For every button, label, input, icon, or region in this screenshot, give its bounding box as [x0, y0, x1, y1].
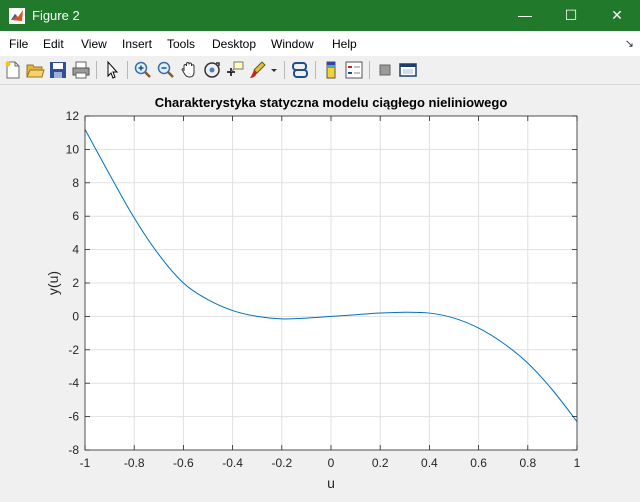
minimize-icon: —: [518, 7, 532, 23]
y-tick-label: -2: [68, 343, 79, 357]
legend-icon[interactable]: [344, 60, 364, 80]
link-plot-icon[interactable]: [290, 60, 310, 80]
y-tick-label: 8: [72, 176, 79, 190]
y-tick-label: 2: [72, 276, 79, 290]
y-axis-label: y(u): [45, 271, 61, 295]
series-group: [84, 129, 578, 422]
menu-tools[interactable]: Tools: [167, 37, 196, 51]
print-icon[interactable]: [71, 60, 91, 80]
x-axis-label: u: [327, 475, 335, 491]
dock-arrow-icon[interactable]: ↘: [624, 38, 634, 50]
colorbar-icon[interactable]: [321, 60, 341, 80]
y-tick-label: -4: [68, 376, 79, 390]
save-icon[interactable]: [48, 60, 68, 80]
brush-icon[interactable]: [248, 60, 268, 80]
toolbar-separator: [284, 61, 285, 79]
matlab-logo-icon: [9, 8, 25, 24]
close-button[interactable]: ✕: [594, 0, 640, 31]
menu-help[interactable]: Help: [332, 37, 357, 51]
chevron-down-icon[interactable]: [268, 60, 280, 80]
window-titlebar[interactable]: Figure 2 — ☐ ✕: [0, 0, 640, 31]
series-line[interactable]: [84, 129, 578, 422]
chart-title: Charakterystyka statyczna modelu ciągłeg…: [155, 95, 508, 110]
toolbar-separator: [96, 61, 97, 79]
x-tick-label: 0.2: [372, 456, 389, 470]
y-tick-label: -8: [68, 443, 79, 457]
y-tick-label: 4: [72, 243, 79, 257]
open-file-icon[interactable]: [25, 60, 45, 80]
zoom-in-icon[interactable]: [133, 60, 153, 80]
menu-edit[interactable]: Edit: [43, 37, 64, 51]
menu-window[interactable]: Window: [271, 37, 314, 51]
y-tick-label: -6: [68, 410, 79, 424]
menu-desktop[interactable]: Desktop: [212, 37, 257, 51]
show-plot-tools-icon[interactable]: [398, 60, 418, 80]
close-icon: ✕: [611, 7, 623, 23]
y-tick-label: 6: [72, 209, 79, 223]
x-tick-label: 1: [574, 456, 581, 470]
x-tick-label: -0.8: [124, 456, 145, 470]
y-tick-label: 12: [66, 109, 80, 123]
zoom-out-icon[interactable]: [156, 60, 176, 80]
menu-file[interactable]: File: [9, 37, 29, 51]
figure-canvas[interactable]: -1 -0.8 -0.6 -0.4 -0.2 0 0.2 0.4 0.6 0.8 1 -8 -6 -4-…: [0, 85, 640, 497]
figure-toolbar: [0, 56, 640, 85]
y-axis-ticks: -8 -6 -4 -2 0 2 4 6 8 10 12: [66, 109, 577, 457]
x-tick-label: 0.6: [470, 456, 487, 470]
x-tick-label: 0.8: [519, 456, 536, 470]
menu-insert[interactable]: Insert: [122, 37, 153, 51]
x-tick-label: -0.6: [173, 456, 194, 470]
pan-icon[interactable]: [179, 60, 199, 80]
toolbar-separator: [369, 61, 370, 79]
rotate-3d-icon[interactable]: [202, 60, 222, 80]
hide-plot-tools-icon[interactable]: [375, 60, 395, 80]
toolbar-separator: [127, 61, 128, 79]
menu-view[interactable]: View: [81, 37, 107, 51]
window-title: Figure 2: [32, 8, 80, 23]
x-tick-label: -0.4: [222, 456, 243, 470]
x-tick-label: -0.2: [271, 456, 292, 470]
y-tick-label: 10: [66, 142, 80, 156]
x-axis-ticks: -1 -0.8 -0.6 -0.4 -0.2 0 0.2 0.4 0.6 0.8 1: [80, 116, 581, 470]
new-figure-icon[interactable]: [3, 60, 23, 80]
x-tick-label: -1: [80, 456, 91, 470]
menubar: File Edit View Insert Tools Desktop Wind…: [0, 31, 640, 56]
maximize-icon: ☐: [564, 7, 578, 23]
y-tick-label: 0: [72, 309, 79, 323]
data-cursor-icon[interactable]: [225, 60, 245, 80]
x-tick-label: 0: [328, 456, 335, 470]
pointer-icon[interactable]: [102, 60, 122, 80]
x-tick-label: 0.4: [421, 456, 438, 470]
maximize-button[interactable]: ☐: [548, 0, 594, 31]
plot-svg[interactable]: -1 -0.8 -0.6 -0.4 -0.2 0 0.2 0.4 0.6 0.8 1 -8-6-4-…: [0, 85, 640, 497]
toolbar-separator: [315, 61, 316, 79]
minimize-button[interactable]: —: [502, 0, 548, 31]
